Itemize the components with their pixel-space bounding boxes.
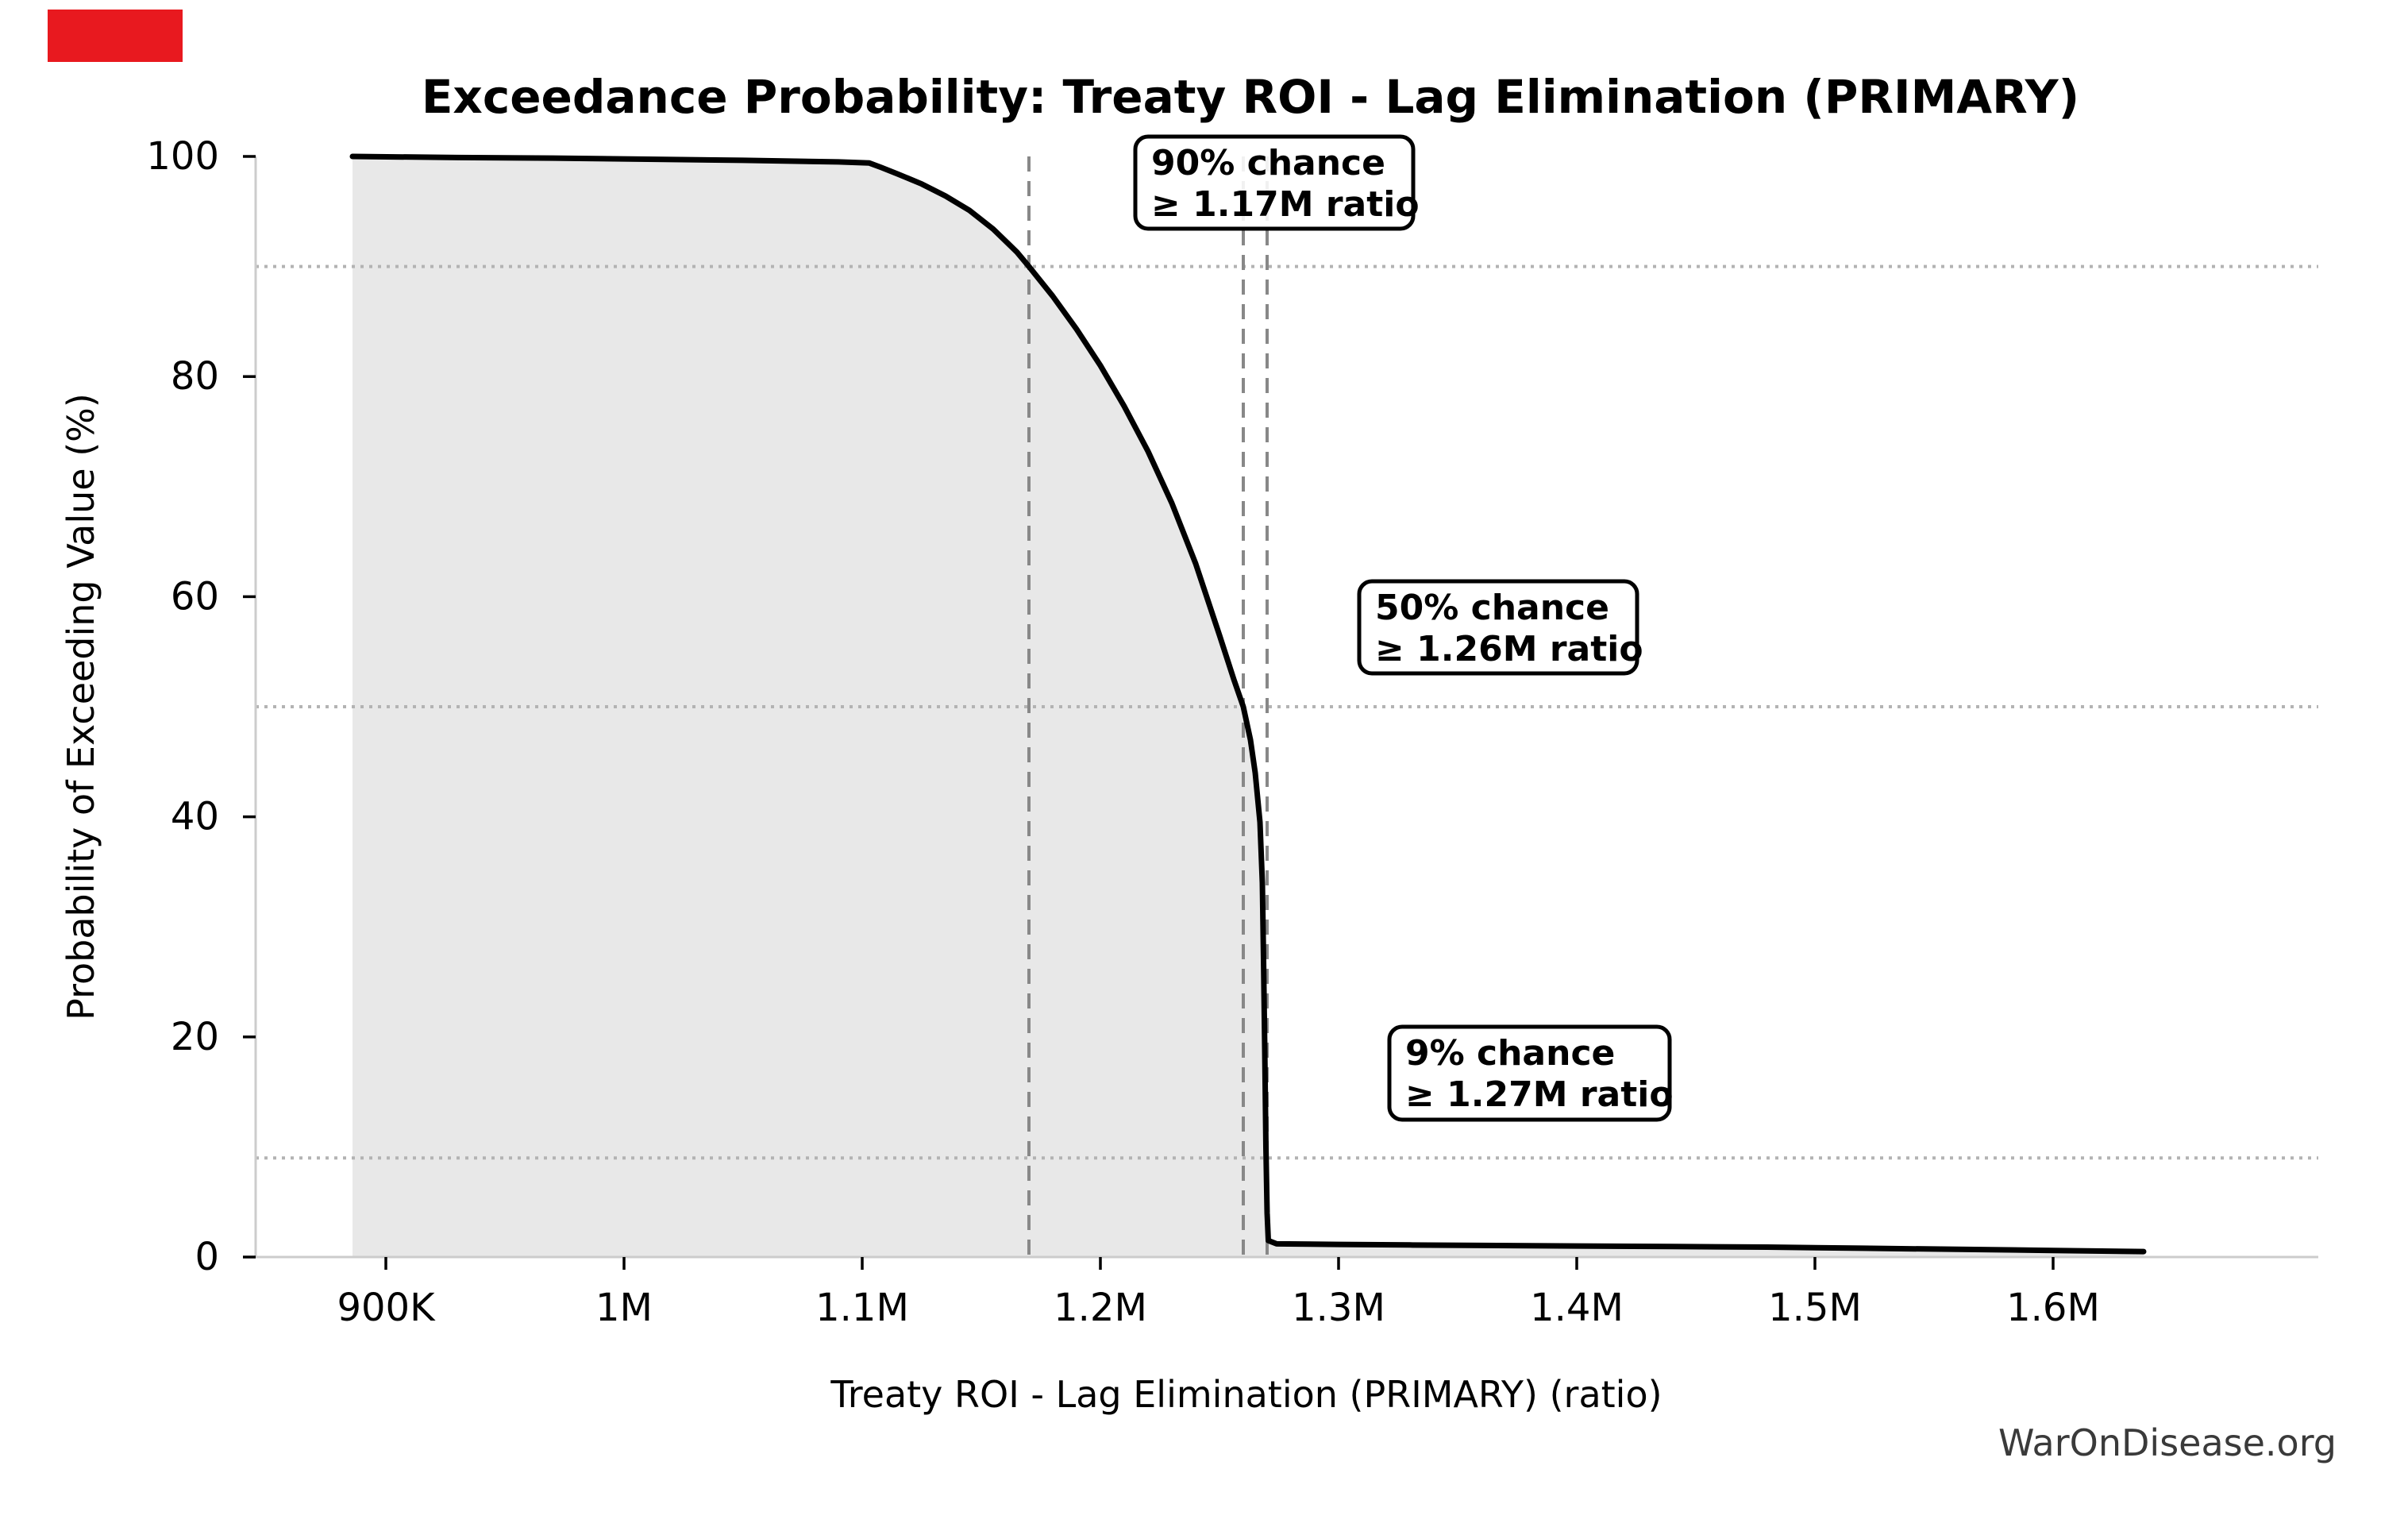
y-tick-label-80: 80 bbox=[171, 354, 219, 399]
y-tick-label-100: 100 bbox=[146, 134, 219, 179]
y-tick-label-0: 0 bbox=[195, 1235, 219, 1279]
x-tick-label-900K: 900K bbox=[337, 1286, 436, 1330]
annotation-3-line1: 9% chance bbox=[1405, 1033, 1615, 1074]
annotation-1-line2: ≥ 1.17M ratio bbox=[1151, 184, 1420, 225]
chart-title: Exceedance Probability: Treaty ROI - Lag… bbox=[422, 70, 2079, 124]
x-tick-label-1.6M: 1.6M bbox=[2006, 1286, 2100, 1330]
annotation-1-line1: 90% chance bbox=[1151, 143, 1385, 183]
exceedance-curve bbox=[349, 153, 2147, 1255]
annotation-2-line1: 50% chance bbox=[1375, 588, 1609, 628]
annotation-box-1 bbox=[1133, 134, 1416, 231]
x-tick-label-1.5M: 1.5M bbox=[1768, 1286, 1862, 1330]
y-tick-label-60: 60 bbox=[171, 574, 219, 619]
y-tick-label-20: 20 bbox=[171, 1015, 219, 1059]
x-axis-label: Treaty ROI - Lag Elimination (PRIMARY) (… bbox=[830, 1373, 1662, 1416]
annotation-3-line2: ≥ 1.27M ratio bbox=[1405, 1074, 1674, 1115]
y-axis-label: Probability of Exceeding Value (%) bbox=[60, 393, 102, 1020]
watermark: WarOnDisease.org bbox=[1998, 1421, 2337, 1464]
x-tick-label-1.2M: 1.2M bbox=[1054, 1286, 1147, 1330]
y-tick-label-40: 40 bbox=[171, 795, 219, 839]
x-tick-label-1.4M: 1.4M bbox=[1530, 1286, 1624, 1330]
annotation-box-3 bbox=[1387, 1024, 1672, 1122]
x-tick-label-1.1M: 1.1M bbox=[815, 1286, 909, 1330]
annotation-box-2 bbox=[1357, 579, 1639, 676]
x-tick-label-1.3M: 1.3M bbox=[1292, 1286, 1385, 1330]
x-tick-label-1M: 1M bbox=[595, 1286, 653, 1330]
red-marker-rectangle bbox=[48, 10, 183, 62]
area-fill bbox=[353, 156, 2144, 1257]
annotation-2-line2: ≥ 1.26M ratio bbox=[1375, 629, 1643, 669]
